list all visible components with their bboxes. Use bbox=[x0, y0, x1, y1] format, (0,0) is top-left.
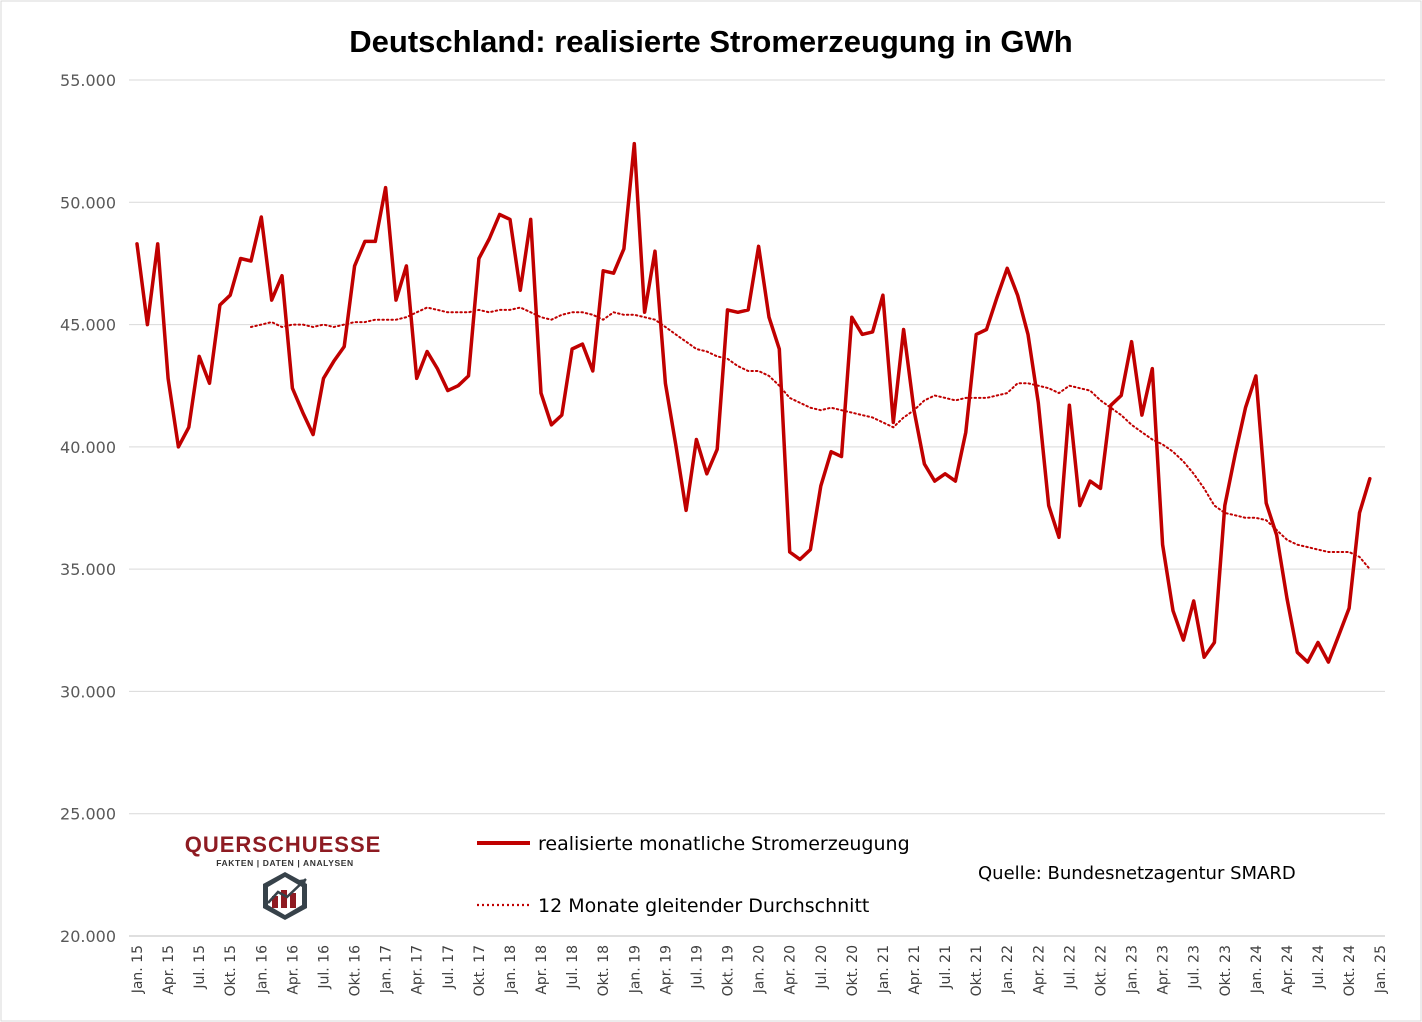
x-tick-label: Apr. 17 bbox=[410, 945, 426, 995]
x-tick-label: Apr. 21 bbox=[907, 945, 923, 995]
logo-tagline: FAKTEN | DATEN | ANALYSEN bbox=[216, 858, 354, 868]
logo-wordmark: QUERSCHUESSE bbox=[185, 832, 382, 857]
x-tick-label: Okt. 20 bbox=[845, 945, 861, 996]
series-line-moving-average bbox=[250, 306, 1371, 571]
legend-entry-monthly: realisierte monatliche Stromerzeugung bbox=[538, 833, 910, 855]
x-tick-label: Okt. 23 bbox=[1218, 945, 1234, 996]
y-tick-label: 25.000 bbox=[60, 805, 116, 824]
x-tick-label: Jul. 22 bbox=[1062, 945, 1078, 990]
x-tick-label: Okt. 24 bbox=[1342, 945, 1358, 996]
bar-chart-hexagon-icon bbox=[263, 872, 307, 920]
x-tick-label: Jul. 17 bbox=[441, 945, 457, 990]
y-axis-ticks: 20.000 25.000 30.000 35.000 40.000 45.000 50.0… bbox=[60, 71, 116, 946]
x-tick-label: Jul. 16 bbox=[316, 945, 332, 990]
x-axis-ticks: Jan. 15 Apr. 15 Jul. 15 Okt. 15 Jan. 16 Apr. … bbox=[130, 945, 1389, 996]
y-tick-label: 40.000 bbox=[60, 438, 116, 457]
gridlines bbox=[129, 79, 1385, 937]
x-tick-label: Jan. 18 bbox=[503, 945, 519, 994]
x-tick-label: Jul. 23 bbox=[1187, 945, 1203, 990]
series-line-monthly bbox=[135, 141, 1372, 664]
x-tick-label: Okt. 17 bbox=[472, 945, 488, 996]
x-tick-label: Apr. 15 bbox=[161, 945, 177, 995]
legend: realisierte monatliche Stromerzeugung 12… bbox=[477, 833, 910, 917]
logo: QUERSCHUESSE FAKTEN | DATEN | ANALYSEN bbox=[185, 832, 382, 920]
x-tick-label: Okt. 19 bbox=[721, 945, 737, 996]
source-annotation: Quelle: Bundesnetzagentur SMARD bbox=[978, 863, 1296, 884]
series-lines bbox=[135, 141, 1372, 664]
x-tick-label: Apr. 24 bbox=[1280, 945, 1296, 995]
y-tick-label: 20.000 bbox=[60, 927, 116, 946]
x-tick-label: Jan. 17 bbox=[379, 945, 395, 994]
y-tick-label: 55.000 bbox=[60, 71, 116, 90]
chart-title: Deutschland: realisierte Stromerzeugung … bbox=[349, 24, 1072, 59]
x-tick-label: Apr. 23 bbox=[1156, 945, 1172, 995]
x-tick-label: Jan. 19 bbox=[627, 945, 643, 994]
x-tick-label: Okt. 22 bbox=[1093, 945, 1109, 996]
x-tick-label: Jan. 25 bbox=[1373, 945, 1389, 994]
x-tick-label: Apr. 20 bbox=[783, 945, 799, 995]
x-tick-label: Apr. 19 bbox=[658, 945, 674, 995]
x-tick-label: Jan. 15 bbox=[130, 945, 146, 994]
y-tick-label: 50.000 bbox=[60, 193, 116, 212]
x-tick-label: Jul. 19 bbox=[689, 945, 705, 990]
x-tick-label: Jul. 21 bbox=[938, 945, 954, 990]
x-tick-label: Apr. 16 bbox=[285, 945, 301, 995]
x-tick-label: Jan. 20 bbox=[752, 945, 768, 994]
x-tick-label: Jul. 20 bbox=[814, 945, 830, 990]
x-tick-label: Jul. 18 bbox=[565, 945, 581, 990]
x-tick-label: Okt. 16 bbox=[348, 945, 364, 996]
y-tick-label: 35.000 bbox=[60, 560, 116, 579]
x-tick-label: Jan. 21 bbox=[876, 945, 892, 994]
x-tick-label: Apr. 18 bbox=[534, 945, 550, 995]
x-tick-label: Okt. 15 bbox=[223, 945, 239, 996]
x-tick-label: Okt. 18 bbox=[596, 945, 612, 996]
x-tick-label: Jan. 23 bbox=[1125, 945, 1141, 994]
x-tick-label: Jul. 24 bbox=[1311, 945, 1327, 990]
y-tick-label: 30.000 bbox=[60, 682, 116, 701]
x-tick-label: Jul. 15 bbox=[192, 945, 208, 990]
x-tick-label: Jan. 22 bbox=[1000, 945, 1016, 994]
legend-entry-moving-average: 12 Monate gleitender Durchschnitt bbox=[538, 895, 869, 917]
x-tick-label: Apr. 22 bbox=[1031, 945, 1047, 995]
x-tick-label: Jan. 24 bbox=[1249, 945, 1265, 994]
x-tick-label: Jan. 16 bbox=[254, 945, 270, 994]
y-tick-label: 45.000 bbox=[60, 316, 116, 335]
x-tick-label: Okt. 21 bbox=[969, 945, 985, 996]
